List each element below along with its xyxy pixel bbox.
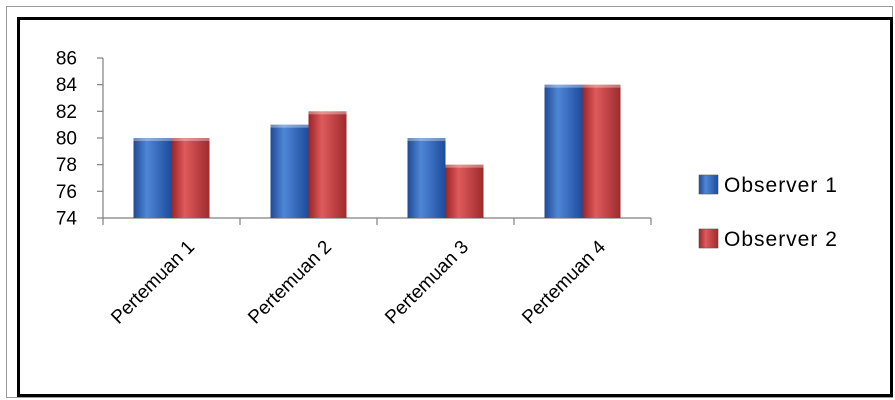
bar-observer-1-2 [270,124,309,218]
x-category-label: Pertemuan 2 [244,237,336,329]
legend-swatch-observer-2 [698,228,719,249]
bars [133,84,621,219]
y-tick-label: 84 [56,75,78,96]
bar-top-highlight [445,164,484,168]
bar-observer-1-1 [133,138,172,218]
y-tick-label: 76 [56,182,77,203]
x-category-labels: Pertemuan 1 Pertemuan 2 Pertemuan 3 Pertemu… [107,236,610,328]
bar-observer-1-4 [544,84,583,219]
x-category-label: Pertemuan 4 [518,236,610,328]
y-tick-label: 82 [56,102,77,123]
y-tick-label: 78 [56,155,77,176]
bar-top-highlight [582,84,621,88]
bar-top-highlight [544,84,583,88]
x-category-label: Pertemuan 1 [107,237,199,329]
legend: Observer 1 Observer 2 [698,174,838,251]
y-tick-label: 80 [56,129,77,150]
bar-observer-2-2 [308,111,347,218]
bar-top-highlight [308,111,347,115]
bar-observer-1-3 [407,138,446,218]
bar-observer-2-1 [171,138,210,218]
legend-label-observer-2: Observer 2 [724,228,838,251]
y-tick-label: 74 [56,209,78,230]
legend-label-observer-1: Observer 1 [724,174,838,197]
bar-top-highlight [133,138,172,141]
bar-top-highlight [407,138,446,141]
bar-observer-2-4 [582,84,621,219]
bar-top-highlight [270,124,309,128]
bar-top-highlight [171,138,210,141]
y-tick-labels: 74 76 78 80 82 84 86 [56,49,78,230]
y-tick-label: 86 [56,49,77,70]
bar-observer-2-3 [445,164,484,218]
legend-swatch-observer-1 [698,174,719,195]
x-category-label: Pertemuan 3 [381,237,473,329]
